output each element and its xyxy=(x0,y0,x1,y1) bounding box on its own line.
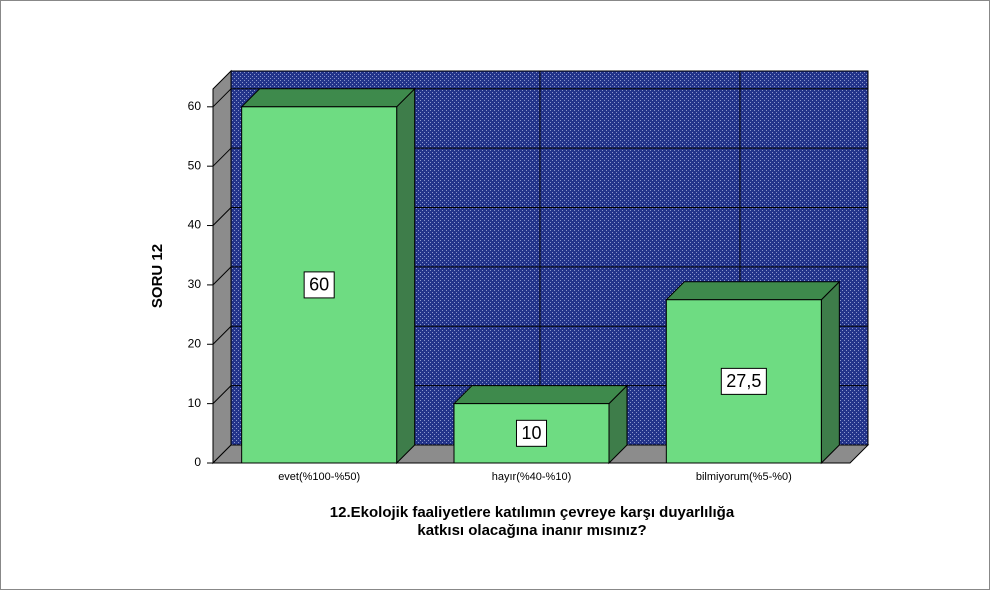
y-tick-label: 10 xyxy=(188,396,202,410)
x-axis-label: katkısı olacağına inanır mısınız? xyxy=(417,522,646,539)
y-axis-label: SORU 12 xyxy=(149,244,166,308)
value-label-box xyxy=(303,271,335,299)
y-tick-label: 60 xyxy=(188,99,202,113)
x-axis-label: 12.Ekolojik faaliyetlere katılımın çevre… xyxy=(330,504,735,521)
grid-line xyxy=(212,325,232,345)
x-tick-label: evet(%100-%50) xyxy=(278,471,360,483)
x-tick-label: hayır(%40-%10) xyxy=(492,471,571,483)
plot-area: 0 10 20 30 40 50 60 evet(%100-%50) 60 hayır(%40-%… xyxy=(188,69,870,483)
bar-top xyxy=(665,281,841,301)
y-tick-label: 0 xyxy=(194,455,201,469)
bar-top xyxy=(240,88,416,108)
grid-line xyxy=(212,266,232,286)
value-label-box xyxy=(515,419,548,447)
left-wall xyxy=(212,69,232,465)
value-label: 60 xyxy=(309,275,329,295)
grid-line xyxy=(212,147,232,167)
bar-side xyxy=(820,280,840,465)
value-label: 10 xyxy=(521,423,541,443)
grid-line xyxy=(212,207,232,226)
y-tick-label: 40 xyxy=(188,218,202,232)
grid-line xyxy=(212,88,232,108)
y-tick-label: 30 xyxy=(188,277,202,291)
value-label-box xyxy=(720,367,767,395)
x-tick-label: bilmiyorum(%5-%0) xyxy=(696,471,792,483)
bar-side xyxy=(396,87,416,465)
bar-top xyxy=(452,385,629,405)
y-tick-label: 20 xyxy=(188,336,202,350)
y-tick-label: 50 xyxy=(188,158,202,172)
value-label: 27,5 xyxy=(726,371,761,391)
grid-line xyxy=(212,385,232,404)
